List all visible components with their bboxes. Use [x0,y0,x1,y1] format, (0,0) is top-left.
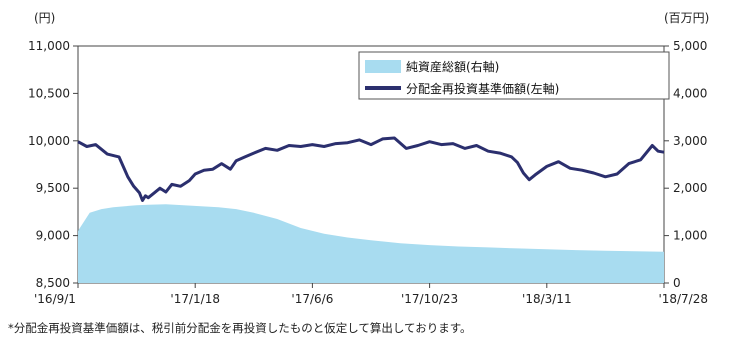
right-tick-label: 1,000 [673,229,707,243]
right-tick-label: 3,000 [673,134,707,148]
left-axis-unit: (円) [34,11,55,25]
left-axis-ticks: 11,000 10,500 10,000 9,500 9,000 8,500 [28,39,78,290]
left-tick-label: 10,000 [28,134,70,148]
left-tick-label: 10,500 [28,86,70,100]
left-tick-label: 11,000 [28,39,70,53]
right-tick-label: 2,000 [673,181,707,195]
legend-box [358,51,670,100]
left-tick-label: 9,000 [36,229,70,243]
legend-area-label: 純資産総額(右軸) [406,59,499,74]
x-tick-label: '18/7/28 [658,292,708,306]
x-tick-label: '17/10/23 [401,292,458,306]
right-axis-ticks: 5,000 4,000 3,000 2,000 1,000 0 [664,39,707,290]
right-axis-unit: (百万円) [664,11,709,25]
nav-line-layer [77,136,665,202]
legend-line-label: 分配金再投資基準価額(左軸) [406,81,559,96]
nav-line [77,136,665,202]
legend-area-swatch [365,60,401,73]
net-assets-area [78,204,664,283]
x-axis-ticks: '16/9/1 '17/1/18 '17/6/6 '17/10/23 '18/3/11 '… [34,283,708,306]
x-tick-label: '16/9/1 [34,292,76,306]
left-tick-label: 9,500 [36,181,70,195]
x-tick-label: '17/6/6 [291,292,333,306]
left-tick-label: 8,500 [36,276,70,290]
right-tick-label: 0 [673,276,681,290]
x-tick-label: '17/1/18 [170,292,220,306]
footnote: *分配金再投資基準価額は、税引前分配金を再投資したものと仮定して算出しております… [8,321,472,335]
right-tick-label: 5,000 [673,39,707,53]
legend: 純資産総額(右軸) 分配金再投資基準価額(左軸) [358,51,670,100]
right-tick-label: 4,000 [673,86,707,100]
x-tick-label: '18/3/11 [522,292,572,306]
net-assets-area-layer [78,204,664,283]
